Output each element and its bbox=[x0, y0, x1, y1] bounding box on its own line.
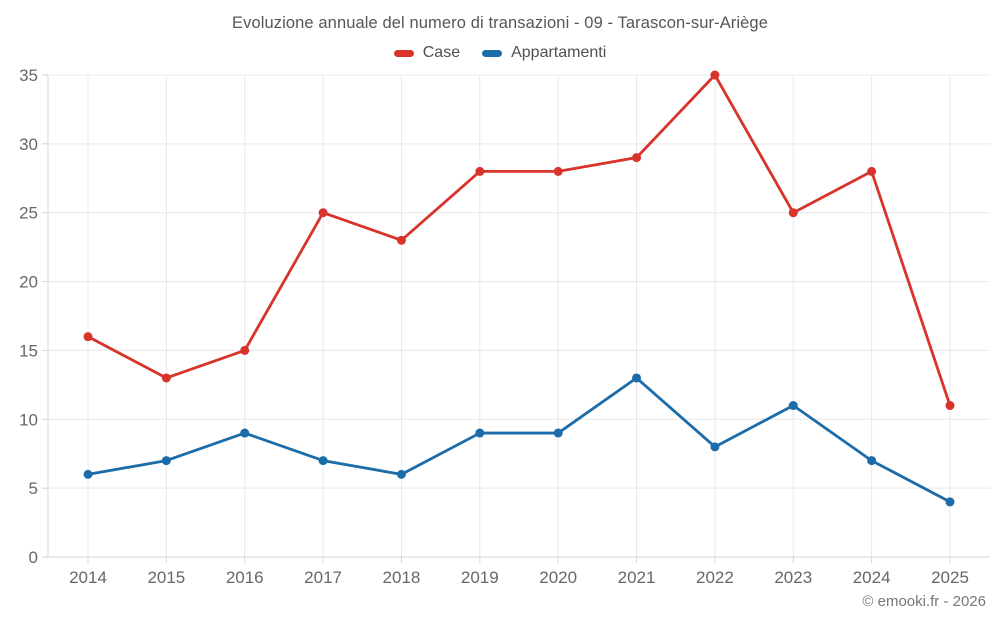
data-point-appartamenti-2024[interactable] bbox=[867, 456, 877, 466]
x-axis-label: 2020 bbox=[539, 568, 577, 587]
data-point-case-2018[interactable] bbox=[396, 235, 406, 245]
x-axis-label: 2017 bbox=[304, 568, 342, 587]
x-axis-label: 2018 bbox=[383, 568, 421, 587]
y-axis-label: 30 bbox=[19, 135, 38, 154]
x-axis-label: 2022 bbox=[696, 568, 734, 587]
data-point-case-2025[interactable] bbox=[945, 401, 955, 411]
y-axis-label: 10 bbox=[19, 410, 38, 429]
legend-item-appartamenti[interactable]: Appartamenti bbox=[482, 44, 606, 62]
data-point-appartamenti-2020[interactable] bbox=[553, 428, 563, 438]
data-point-case-2015[interactable] bbox=[161, 373, 171, 383]
legend-label-case: Case bbox=[422, 44, 461, 61]
y-axis-label: 0 bbox=[29, 548, 38, 567]
x-axis-label: 2014 bbox=[69, 568, 107, 587]
series-line-case bbox=[86, 73, 952, 407]
x-axis-label: 2021 bbox=[618, 568, 656, 587]
y-axis-label: 5 bbox=[29, 479, 38, 498]
data-point-case-2023[interactable] bbox=[788, 208, 798, 218]
chart-legend: Case Appartamenti bbox=[0, 44, 1000, 62]
data-point-case-2021[interactable] bbox=[632, 153, 642, 163]
data-point-appartamenti-2022[interactable] bbox=[710, 442, 720, 452]
data-point-appartamenti-2014[interactable] bbox=[83, 469, 93, 479]
data-point-appartamenti-2016[interactable] bbox=[240, 428, 250, 438]
legend-label-appartamenti: Appartamenti bbox=[511, 44, 607, 61]
data-point-case-2020[interactable] bbox=[553, 166, 563, 176]
data-point-case-2019[interactable] bbox=[475, 166, 485, 176]
data-point-appartamenti-2015[interactable] bbox=[161, 456, 171, 466]
data-point-appartamenti-2017[interactable] bbox=[318, 456, 328, 466]
x-axis-label: 2015 bbox=[147, 568, 185, 587]
data-point-case-2022[interactable] bbox=[710, 70, 720, 80]
y-axis-label: 25 bbox=[19, 204, 38, 223]
y-axis-label: 35 bbox=[19, 66, 38, 85]
data-point-case-2016[interactable] bbox=[240, 345, 250, 355]
x-axis-label: 2024 bbox=[853, 568, 891, 587]
data-point-appartamenti-2018[interactable] bbox=[396, 469, 406, 479]
data-point-case-2024[interactable] bbox=[867, 166, 877, 176]
x-axis-label: 2016 bbox=[226, 568, 264, 587]
x-axis-label: 2025 bbox=[931, 568, 969, 587]
case-series-swatch bbox=[393, 49, 414, 57]
legend-item-case[interactable]: Case bbox=[393, 44, 461, 62]
data-point-case-2014[interactable] bbox=[83, 332, 93, 342]
series-line-appartamenti bbox=[86, 376, 952, 504]
y-axis-label: 15 bbox=[19, 341, 38, 360]
y-axis-label: 20 bbox=[19, 273, 38, 292]
data-point-appartamenti-2025[interactable] bbox=[945, 497, 955, 507]
x-axis-label: 2023 bbox=[774, 568, 812, 587]
data-point-appartamenti-2023[interactable] bbox=[788, 401, 798, 411]
chart-title: Evoluzione annuale del numero di transaz… bbox=[231, 14, 768, 32]
copyright-credit[interactable]: © emooki.fr - 2026 bbox=[862, 593, 986, 610]
data-point-appartamenti-2019[interactable] bbox=[475, 428, 485, 438]
appartamenti-series-swatch bbox=[482, 49, 503, 57]
x-axis-label: 2019 bbox=[461, 568, 499, 587]
data-point-case-2017[interactable] bbox=[318, 208, 328, 218]
data-point-appartamenti-2021[interactable] bbox=[632, 373, 642, 383]
